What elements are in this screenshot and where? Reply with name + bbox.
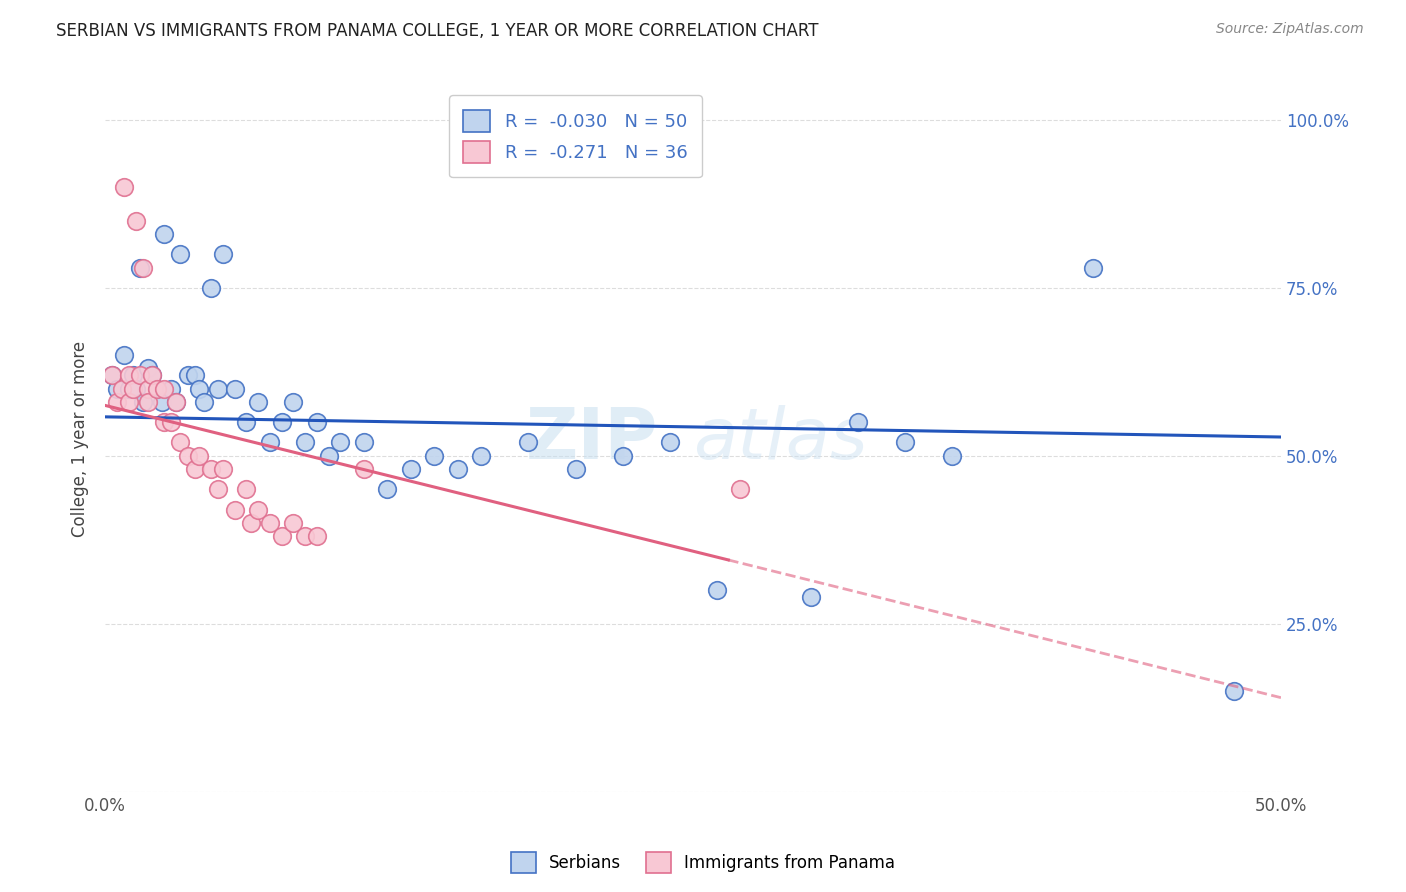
Point: [207, 382, 229, 396]
Point: [101, 368, 124, 383]
Point: [294, 529, 316, 543]
Point: [399, 462, 422, 476]
Point: [800, 590, 823, 604]
Point: [353, 462, 375, 476]
Point: [153, 382, 176, 396]
Point: [706, 583, 728, 598]
Point: [160, 415, 183, 429]
Point: [893, 435, 915, 450]
Point: [235, 483, 257, 497]
Point: [283, 395, 305, 409]
Point: [259, 435, 281, 450]
Point: [112, 348, 135, 362]
Point: [235, 415, 257, 429]
Point: [305, 529, 328, 543]
Point: [200, 462, 222, 476]
Point: [122, 382, 145, 396]
Point: [1223, 684, 1246, 698]
Point: [141, 368, 163, 383]
Point: [564, 462, 586, 476]
Legend: Serbians, Immigrants from Panama: Serbians, Immigrants from Panama: [503, 846, 903, 880]
Point: [377, 483, 399, 497]
Point: [305, 415, 328, 429]
Point: [846, 415, 869, 429]
Point: [1081, 260, 1104, 275]
Y-axis label: College, 1 year or more: College, 1 year or more: [72, 341, 89, 537]
Point: [118, 395, 141, 409]
Point: [423, 449, 446, 463]
Point: [470, 449, 492, 463]
Point: [153, 227, 176, 241]
Point: [169, 247, 191, 261]
Point: [132, 260, 155, 275]
Point: [146, 382, 169, 396]
Point: [125, 382, 148, 396]
Point: [141, 368, 163, 383]
Point: [318, 449, 340, 463]
Point: [353, 435, 375, 450]
Text: ZIP: ZIP: [526, 405, 658, 474]
Point: [183, 462, 205, 476]
Point: [447, 462, 470, 476]
Point: [118, 382, 141, 396]
Point: [270, 415, 292, 429]
Point: [118, 368, 141, 383]
Point: [153, 415, 176, 429]
Point: [105, 382, 128, 396]
Point: [224, 502, 246, 516]
Point: [125, 213, 148, 227]
Point: [165, 395, 187, 409]
Point: [112, 180, 135, 194]
Point: [136, 361, 159, 376]
Point: [136, 395, 159, 409]
Point: [211, 247, 233, 261]
Text: SERBIAN VS IMMIGRANTS FROM PANAMA COLLEGE, 1 YEAR OR MORE CORRELATION CHART: SERBIAN VS IMMIGRANTS FROM PANAMA COLLEG…: [56, 22, 818, 40]
Point: [294, 435, 316, 450]
Point: [728, 483, 751, 497]
Point: [165, 395, 187, 409]
Point: [188, 382, 211, 396]
Text: atlas: atlas: [693, 405, 868, 474]
Point: [517, 435, 540, 450]
Point: [105, 395, 128, 409]
Point: [132, 395, 155, 409]
Point: [101, 368, 124, 383]
Point: [188, 449, 211, 463]
Point: [211, 462, 233, 476]
Point: [329, 435, 352, 450]
Text: Source: ZipAtlas.com: Source: ZipAtlas.com: [1216, 22, 1364, 37]
Point: [129, 260, 152, 275]
Point: [111, 382, 134, 396]
Point: [176, 449, 198, 463]
Point: [247, 502, 270, 516]
Legend: R =  -0.030   N = 50, R =  -0.271   N = 36: R = -0.030 N = 50, R = -0.271 N = 36: [449, 95, 702, 178]
Point: [658, 435, 681, 450]
Point: [136, 382, 159, 396]
Point: [941, 449, 963, 463]
Point: [283, 516, 305, 530]
Point: [247, 395, 270, 409]
Point: [122, 368, 145, 383]
Point: [183, 368, 205, 383]
Point: [160, 382, 183, 396]
Point: [146, 382, 169, 396]
Point: [612, 449, 634, 463]
Point: [207, 483, 229, 497]
Point: [240, 516, 263, 530]
Point: [129, 368, 152, 383]
Point: [193, 395, 215, 409]
Point: [224, 382, 246, 396]
Point: [169, 435, 191, 450]
Point: [176, 368, 198, 383]
Point: [200, 281, 222, 295]
Point: [150, 395, 173, 409]
Point: [259, 516, 281, 530]
Point: [270, 529, 292, 543]
